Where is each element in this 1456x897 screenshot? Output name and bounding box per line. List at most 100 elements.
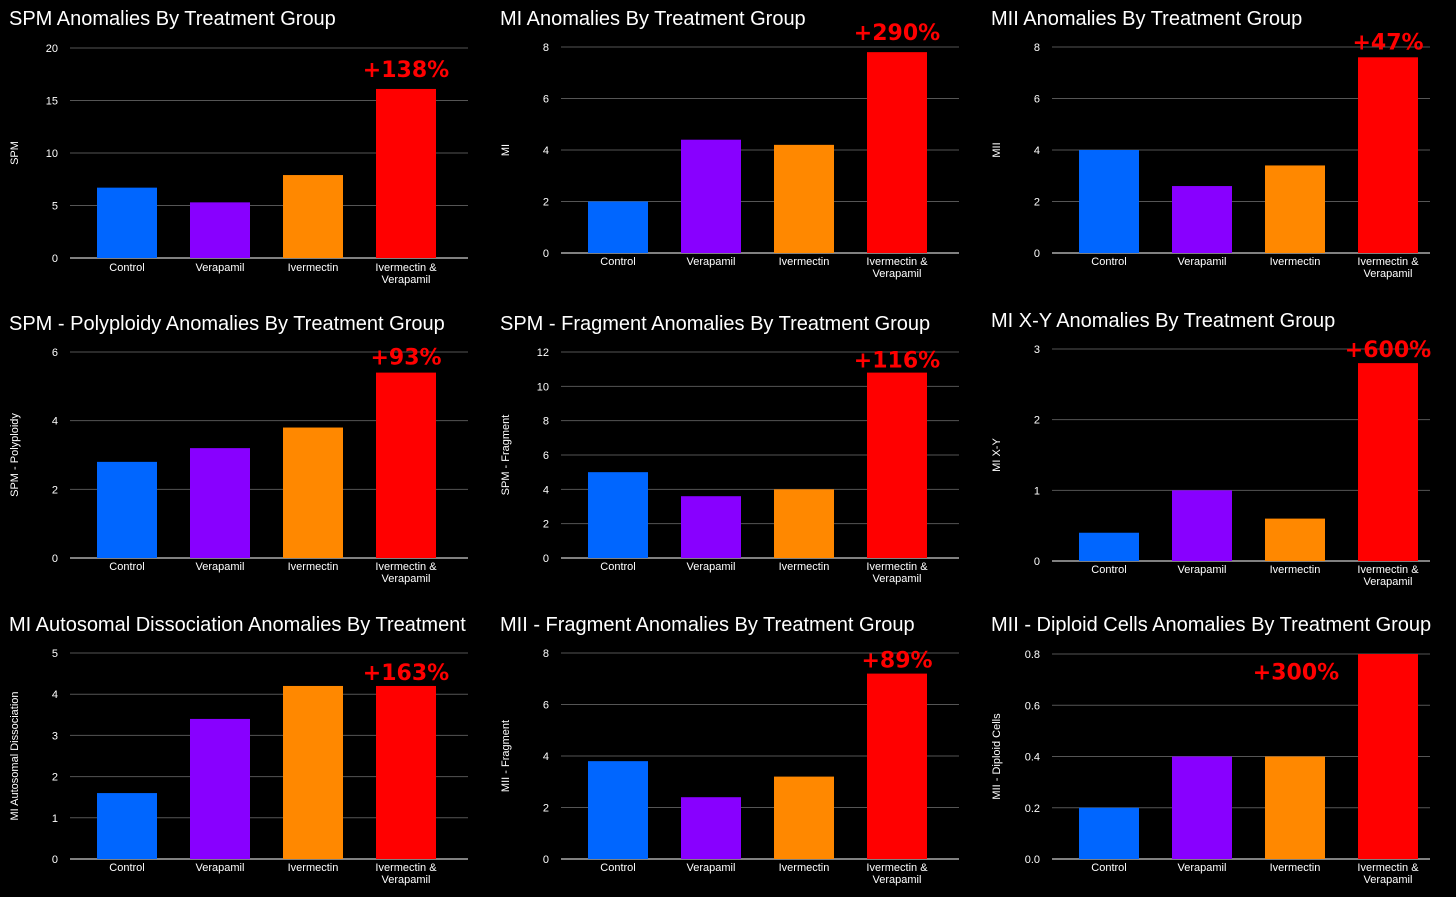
y-axis-label: SPM - Polyploidy [9, 413, 21, 497]
y-tick-label: 4 [1034, 145, 1040, 157]
y-axis-label: MII [991, 142, 1003, 157]
chart-title: MI Anomalies By Treatment Group [500, 8, 806, 30]
chart-title: SPM Anomalies By Treatment Group [9, 8, 336, 30]
x-category-label: Verapamil [687, 256, 736, 268]
bar-verapamil [681, 139, 741, 253]
x-category-label: Control [600, 256, 635, 268]
x-category-label: Control [600, 862, 635, 874]
percent-change-annotation: +89% [861, 649, 932, 674]
bar-ivermectin [1265, 165, 1325, 253]
x-category-label: Ivermectin & Verapamil [1357, 564, 1419, 588]
bar-ivermectin-verapamil [376, 88, 436, 258]
x-category-label: Control [109, 862, 144, 874]
x-category-label: Ivermectin & Verapamil [866, 862, 928, 886]
bar-ivermectin-verapamil [867, 372, 927, 558]
x-category-label: Ivermectin [779, 862, 830, 874]
y-tick-label: 1 [52, 813, 58, 825]
x-category-label: Verapamil [196, 262, 245, 274]
y-tick-label: 2 [1034, 197, 1040, 209]
x-category-label: Ivermectin [1270, 564, 1321, 576]
y-tick-label: 0 [543, 854, 549, 866]
y-tick-label: 8 [543, 648, 549, 660]
bar-chart-svg: 0 2 4 6 8 MII - Fragment Control Verapamil Iverm… [500, 648, 959, 886]
x-category-label: Verapamil [687, 561, 736, 573]
y-tick-label: 0.0 [1025, 854, 1040, 866]
y-tick-label: 5 [52, 648, 58, 660]
y-tick-label: 8 [543, 42, 549, 54]
chart-title: MII Anomalies By Treatment Group [991, 8, 1303, 30]
bar-ivermectin [283, 427, 343, 558]
y-tick-label: 4 [543, 751, 549, 763]
bar-control [97, 461, 157, 558]
x-category-label: Control [109, 561, 144, 573]
bar-ivermectin-verapamil [1358, 654, 1418, 859]
bar-control [588, 472, 648, 558]
bar-verapamil [1172, 186, 1232, 253]
x-category-label: Ivermectin [1270, 256, 1321, 268]
x-category-label: Ivermectin [1270, 862, 1321, 874]
x-category-label: Ivermectin & Verapamil [866, 256, 928, 280]
bar-chart-svg: 0 2 4 6 8 MI Control Verapamil Ivermectin Ivermec… [500, 21, 959, 280]
y-axis-label: SPM [9, 141, 21, 165]
x-category-label: Ivermectin & Verapamil [375, 862, 437, 886]
percent-change-annotation: +290% [854, 21, 940, 46]
bar-ivermectin [283, 175, 343, 258]
y-tick-label: 2 [543, 197, 549, 209]
bar-ivermectin-verapamil [867, 52, 927, 254]
x-category-label: Verapamil [196, 561, 245, 573]
bar-verapamil [190, 718, 250, 859]
bar-ivermectin-verapamil [376, 372, 436, 558]
y-tick-label: 6 [543, 94, 549, 106]
bar-control [1079, 807, 1139, 859]
y-tick-label: 3 [1034, 344, 1040, 356]
bar-verapamil [190, 448, 250, 558]
x-category-label: Ivermectin & Verapamil [1357, 862, 1419, 886]
y-tick-label: 6 [52, 347, 58, 359]
y-tick-label: 1 [1034, 485, 1040, 497]
x-category-label: Control [1091, 256, 1126, 268]
bar-ivermectin [774, 489, 834, 558]
y-tick-label: 4 [52, 416, 58, 428]
y-tick-label: 2 [52, 484, 58, 496]
x-category-label: Ivermectin [288, 561, 339, 573]
chart-panel-mii-diploid: MII - Diploid Cells Anomalies By Treatme… [982, 606, 1456, 897]
chart-panel-spm-polyploidy: SPM - Polyploidy Anomalies By Treatment … [0, 305, 486, 605]
y-tick-label: 8 [543, 416, 549, 428]
bar-ivermectin [283, 685, 343, 859]
y-tick-label: 0.8 [1025, 649, 1040, 661]
percent-change-annotation: +138% [363, 58, 449, 83]
y-tick-label: 0 [543, 248, 549, 260]
chart-panel-spm-fragment: SPM - Fragment Anomalies By Treatment Gr… [491, 305, 977, 605]
bar-control [1079, 532, 1139, 561]
x-category-label: Ivermectin & Verapamil [375, 561, 437, 585]
percent-change-annotation: +600% [1345, 338, 1431, 363]
chart-panel-mi-autosomal: MI Autosomal Dissociation Anomalies By T… [0, 606, 486, 897]
x-category-label: Verapamil [1178, 862, 1227, 874]
bar-ivermectin-verapamil [1358, 57, 1418, 253]
bar-ivermectin-verapamil [376, 685, 436, 859]
x-category-label: Verapamil [687, 862, 736, 874]
y-tick-label: 10 [537, 381, 549, 393]
x-category-label: Ivermectin [779, 256, 830, 268]
bar-verapamil [1172, 756, 1232, 859]
bar-chart-svg: 0 5 10 15 20 SPM Control Verapamil Ivermectin Ive… [9, 43, 468, 286]
bar-verapamil [681, 496, 741, 558]
percent-change-annotation: +300% [1253, 661, 1339, 686]
y-tick-label: 3 [52, 730, 58, 742]
y-tick-label: 6 [543, 700, 549, 712]
x-category-label: Control [1091, 564, 1126, 576]
percent-change-annotation: +47% [1352, 30, 1423, 55]
bar-control [588, 761, 648, 859]
bar-verapamil [681, 797, 741, 859]
x-category-label: Ivermectin & Verapamil [866, 561, 928, 585]
y-axis-label: MII - Diploid Cells [991, 713, 1003, 800]
bar-verapamil [1172, 490, 1232, 561]
y-tick-label: 8 [1034, 42, 1040, 54]
bar-chart-svg: 0 2 4 6 8 MII Control Verapamil Ivermectin Iverme… [991, 30, 1430, 280]
y-tick-label: 12 [537, 347, 549, 359]
bar-ivermectin [774, 776, 834, 859]
chart-panel-mii-fragment: MII - Fragment Anomalies By Treatment Gr… [491, 606, 977, 897]
bar-ivermectin [1265, 756, 1325, 859]
y-tick-label: 4 [543, 484, 549, 496]
x-category-label: Ivermectin & Verapamil [1357, 256, 1419, 280]
